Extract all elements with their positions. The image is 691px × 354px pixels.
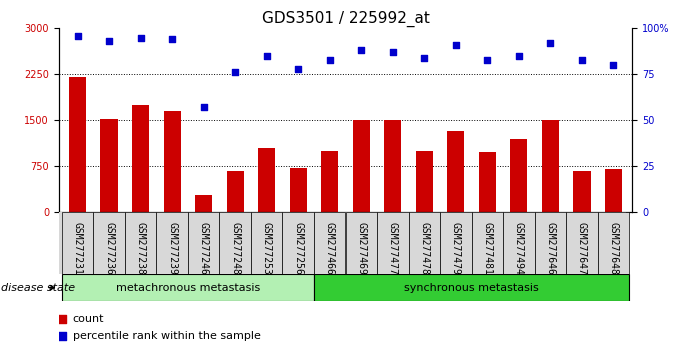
Text: GSM277647: GSM277647: [577, 222, 587, 275]
Point: [608, 62, 619, 68]
Text: GSM277248: GSM277248: [230, 222, 240, 275]
Point: [293, 66, 304, 72]
Text: disease state: disease state: [1, 282, 75, 293]
Bar: [100, 119, 118, 212]
Text: GSM277648: GSM277648: [608, 222, 618, 275]
Bar: [188, 212, 220, 274]
Bar: [408, 212, 440, 274]
Text: GSM277646: GSM277646: [545, 222, 556, 275]
Bar: [471, 212, 503, 274]
Bar: [132, 105, 149, 212]
Point: [513, 53, 524, 59]
Bar: [195, 195, 212, 212]
Text: GSM277494: GSM277494: [514, 222, 524, 275]
Bar: [62, 274, 314, 301]
Text: synchronous metastasis: synchronous metastasis: [404, 282, 539, 293]
Point: [482, 57, 493, 62]
Bar: [314, 274, 629, 301]
Text: count: count: [73, 314, 104, 324]
Bar: [503, 212, 535, 274]
Point: [356, 47, 367, 53]
Bar: [440, 212, 471, 274]
Bar: [314, 212, 346, 274]
Bar: [164, 111, 181, 212]
Point: [72, 33, 83, 39]
Bar: [573, 171, 591, 212]
Bar: [542, 120, 559, 212]
Bar: [62, 212, 93, 274]
Bar: [479, 152, 496, 212]
Point: [419, 55, 430, 61]
Point: [198, 105, 209, 110]
Point: [324, 57, 335, 62]
Text: GSM277481: GSM277481: [482, 222, 492, 275]
Bar: [156, 212, 188, 274]
Title: GDS3501 / 225992_at: GDS3501 / 225992_at: [262, 11, 429, 27]
Bar: [605, 170, 622, 212]
Bar: [346, 212, 377, 274]
Point: [576, 57, 587, 62]
Point: [257, 72, 268, 78]
Bar: [125, 212, 156, 274]
Bar: [258, 148, 276, 212]
Point: [545, 40, 556, 46]
Text: GSM277478: GSM277478: [419, 222, 429, 275]
Text: percentile rank within the sample: percentile rank within the sample: [73, 331, 261, 341]
Text: GSM277231: GSM277231: [73, 222, 83, 275]
Point: [387, 50, 398, 55]
Bar: [377, 212, 408, 274]
Point: [135, 35, 146, 40]
Text: GSM277466: GSM277466: [325, 222, 334, 275]
Text: GSM277477: GSM277477: [388, 222, 398, 275]
Text: GSM277469: GSM277469: [357, 222, 366, 275]
Bar: [69, 78, 86, 212]
Bar: [93, 212, 125, 274]
Bar: [535, 212, 566, 274]
Bar: [598, 212, 629, 274]
Text: GSM277246: GSM277246: [199, 222, 209, 275]
Bar: [321, 151, 339, 212]
Point: [261, 53, 272, 59]
Bar: [220, 212, 251, 274]
Bar: [447, 131, 464, 212]
Point: [167, 36, 178, 42]
Text: GSM277239: GSM277239: [167, 222, 177, 275]
Point: [257, 226, 268, 232]
Bar: [510, 139, 527, 212]
Bar: [290, 168, 307, 212]
Point: [229, 70, 240, 75]
Text: GSM277256: GSM277256: [293, 222, 303, 275]
Text: GSM277253: GSM277253: [262, 222, 272, 275]
Bar: [352, 120, 370, 212]
Point: [451, 42, 462, 48]
Bar: [251, 212, 283, 274]
Bar: [227, 171, 244, 212]
Bar: [283, 212, 314, 274]
Text: GSM277479: GSM277479: [451, 222, 461, 275]
Text: GSM277238: GSM277238: [135, 222, 146, 275]
Text: metachronous metastasis: metachronous metastasis: [116, 282, 260, 293]
Text: GSM277236: GSM277236: [104, 222, 114, 275]
Bar: [415, 151, 433, 212]
Bar: [384, 120, 401, 212]
Bar: [566, 212, 598, 274]
Point: [104, 38, 115, 44]
